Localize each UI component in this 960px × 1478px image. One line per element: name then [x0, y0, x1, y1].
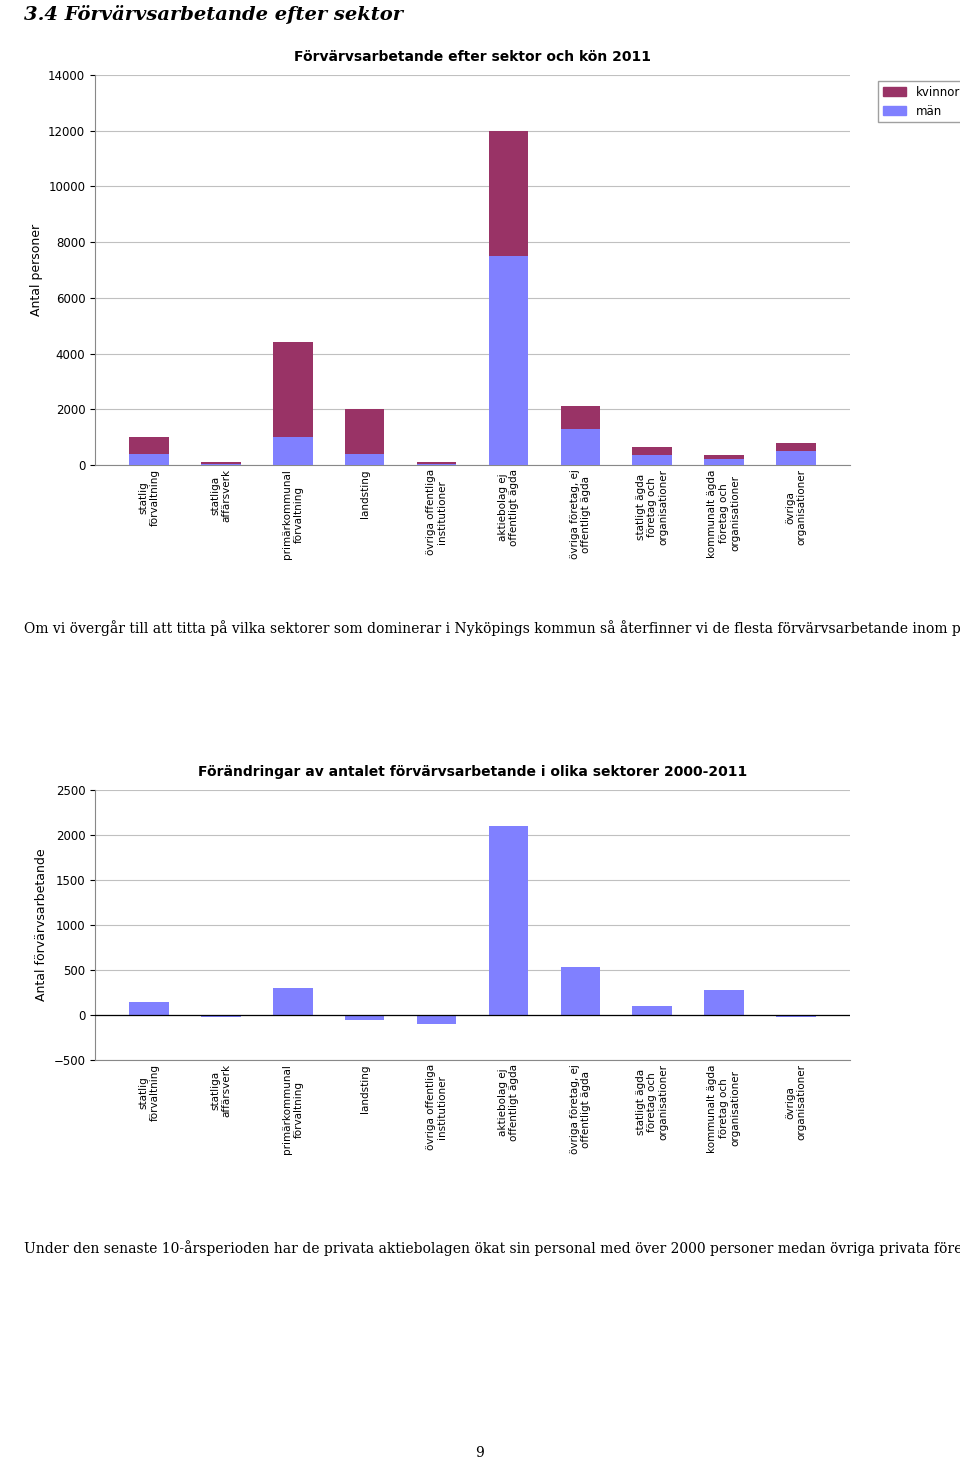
- Bar: [489, 256, 528, 466]
- Text: 9: 9: [475, 1447, 485, 1460]
- Bar: [273, 987, 313, 1015]
- Bar: [705, 460, 744, 466]
- Bar: [776, 443, 816, 451]
- Bar: [633, 1007, 672, 1015]
- Bar: [561, 967, 600, 1015]
- Bar: [561, 406, 600, 429]
- Bar: [130, 437, 169, 454]
- Bar: [273, 343, 313, 437]
- Bar: [776, 1015, 816, 1017]
- Y-axis label: Antal personer: Antal personer: [30, 225, 42, 316]
- Bar: [202, 1015, 241, 1017]
- Bar: [561, 429, 600, 466]
- Bar: [273, 437, 313, 466]
- Bar: [489, 826, 528, 1015]
- Bar: [633, 455, 672, 466]
- Bar: [345, 454, 384, 466]
- Bar: [130, 454, 169, 466]
- Bar: [345, 1015, 384, 1020]
- Title: Förvärvsarbetande efter sektor och kön 2011: Förvärvsarbetande efter sektor och kön 2…: [294, 50, 651, 64]
- Text: Om vi övergår till att titta på vilka sektorer som dominerar i Nyköpings kommun : Om vi övergår till att titta på vilka se…: [24, 619, 960, 636]
- Bar: [345, 409, 384, 454]
- Bar: [705, 455, 744, 460]
- Bar: [705, 990, 744, 1015]
- Bar: [776, 451, 816, 466]
- Text: 3.4 Förvärvsarbetande efter sektor: 3.4 Förvärvsarbetande efter sektor: [24, 4, 403, 24]
- Bar: [130, 1002, 169, 1015]
- Legend: kvinnor, män: kvinnor, män: [878, 81, 960, 123]
- Bar: [489, 130, 528, 256]
- Bar: [417, 1015, 456, 1024]
- Text: Under den senaste 10-årsperioden har de privata aktiebolagen ökat sin personal m: Under den senaste 10-årsperioden har de …: [24, 1240, 960, 1256]
- Y-axis label: Antal förvärvsarbetande: Antal förvärvsarbetande: [35, 848, 48, 1001]
- Bar: [633, 446, 672, 455]
- Title: Förändringar av antalet förvärvsarbetande i olika sektorer 2000-2011: Förändringar av antalet förvärvsarbetand…: [198, 766, 747, 779]
